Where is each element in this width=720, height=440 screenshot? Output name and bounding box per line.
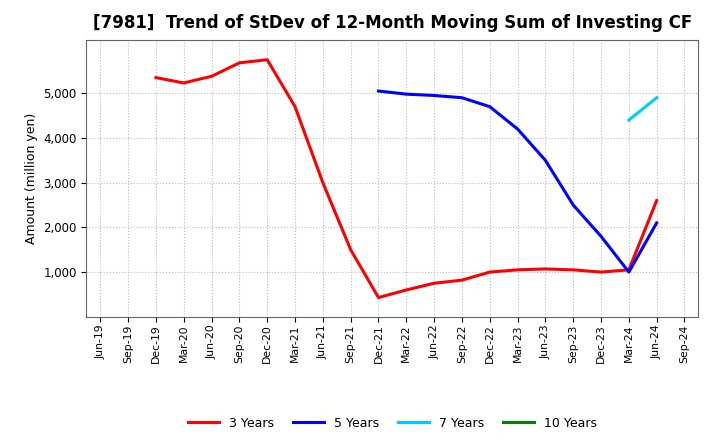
- 5 Years: [430, 93, 438, 98]
- 3 Years: [652, 198, 661, 203]
- Line: 5 Years: 5 Years: [379, 91, 657, 272]
- 3 Years: [263, 57, 271, 62]
- 3 Years: [235, 60, 243, 66]
- 5 Years: [485, 104, 494, 109]
- 3 Years: [152, 75, 161, 80]
- 5 Years: [597, 234, 606, 239]
- 5 Years: [652, 220, 661, 226]
- 3 Years: [207, 73, 216, 79]
- 5 Years: [541, 158, 550, 163]
- Title: [7981]  Trend of StDev of 12-Month Moving Sum of Investing CF: [7981] Trend of StDev of 12-Month Moving…: [93, 15, 692, 33]
- 3 Years: [346, 247, 355, 253]
- Y-axis label: Amount (million yen): Amount (million yen): [24, 113, 37, 244]
- 5 Years: [569, 202, 577, 208]
- 3 Years: [291, 104, 300, 109]
- 3 Years: [458, 278, 467, 283]
- 3 Years: [430, 281, 438, 286]
- 3 Years: [402, 287, 410, 293]
- 5 Years: [624, 269, 633, 275]
- 5 Years: [402, 92, 410, 97]
- 3 Years: [318, 180, 327, 185]
- 3 Years: [485, 269, 494, 275]
- 3 Years: [179, 81, 188, 86]
- 5 Years: [513, 126, 522, 132]
- 5 Years: [374, 88, 383, 94]
- 3 Years: [569, 267, 577, 272]
- 5 Years: [458, 95, 467, 100]
- 3 Years: [624, 267, 633, 272]
- 7 Years: [652, 95, 661, 100]
- 3 Years: [513, 267, 522, 272]
- Line: 7 Years: 7 Years: [629, 98, 657, 120]
- Legend: 3 Years, 5 Years, 7 Years, 10 Years: 3 Years, 5 Years, 7 Years, 10 Years: [183, 412, 602, 435]
- 3 Years: [597, 269, 606, 275]
- Line: 3 Years: 3 Years: [156, 60, 657, 297]
- 7 Years: [624, 117, 633, 123]
- 3 Years: [541, 266, 550, 271]
- 3 Years: [374, 295, 383, 300]
